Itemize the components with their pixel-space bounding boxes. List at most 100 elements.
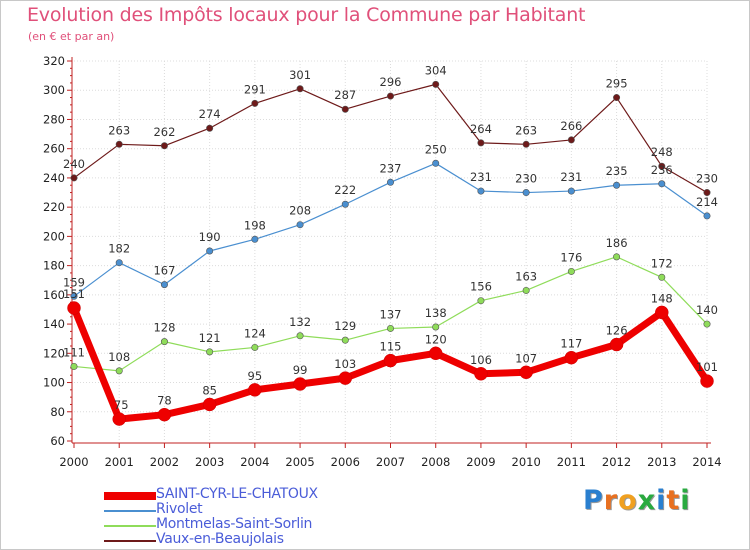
- point-montmelas-saint-sorlin-2009: [477, 297, 485, 305]
- point-saint-cyr-le-chatoux-2005: [293, 377, 307, 391]
- point-montmelas-saint-sorlin-2004: [251, 343, 259, 351]
- data-label-saint-cyr-le-chatoux-2001: 75: [114, 398, 129, 412]
- data-label-rivolet-2010: 230: [515, 172, 537, 186]
- point-vaux-en-beaujolais-2013: [658, 162, 666, 170]
- data-label-vaux-en-beaujolais-2007: 296: [380, 75, 402, 89]
- data-label-rivolet-2009: 231: [470, 170, 492, 184]
- logo-letter: P: [583, 485, 604, 516]
- point-rivolet-2006: [341, 200, 349, 208]
- legend-swatch-vaux-en-beaujolais: [104, 540, 156, 542]
- data-label-saint-cyr-le-chatoux-2004: 95: [248, 369, 263, 383]
- legend-label-saint-cyr-le-chatoux: SAINT-CYR-LE-CHATOUX: [156, 486, 318, 502]
- data-label-montmelas-saint-sorlin-2002: 128: [153, 321, 175, 335]
- point-rivolet-2008: [432, 159, 440, 167]
- data-label-rivolet-2005: 208: [289, 204, 311, 218]
- point-montmelas-saint-sorlin-2000: [70, 362, 78, 370]
- y-tick-label-100: 100: [43, 376, 65, 390]
- point-rivolet-2003: [206, 247, 214, 255]
- y-tick-label-140: 140: [43, 317, 65, 331]
- data-label-saint-cyr-le-chatoux-2006: 103: [334, 357, 356, 371]
- data-label-montmelas-saint-sorlin-2001: 108: [108, 350, 130, 364]
- point-saint-cyr-le-chatoux-2000: [67, 301, 81, 315]
- point-rivolet-2000: [70, 292, 78, 300]
- x-tick-labels: 2000 2001 2002 2003 2004 2005 2006 2007 2008 2009…: [59, 455, 721, 469]
- data-label-rivolet-2003: 190: [199, 230, 221, 244]
- y-tick-label-220: 220: [43, 200, 65, 214]
- logo-letter: o: [618, 485, 638, 516]
- point-rivolet-2009: [477, 187, 485, 195]
- x-tick-label-2002: 2002: [150, 455, 179, 469]
- x-tick-label-2008: 2008: [421, 455, 450, 469]
- x-tick-label-2004: 2004: [240, 455, 269, 469]
- point-saint-cyr-le-chatoux-2004: [248, 383, 262, 397]
- logo-letter: i: [656, 485, 667, 516]
- x-tick-label-2003: 2003: [195, 455, 224, 469]
- point-vaux-en-beaujolais-2005: [296, 85, 304, 93]
- proxiti-logo: Proxiti: [583, 485, 691, 516]
- data-label-vaux-en-beaujolais-2001: 263: [108, 123, 130, 137]
- point-rivolet-2007: [386, 178, 394, 186]
- y-tick-label-160: 160: [43, 288, 65, 302]
- axes: [67, 57, 711, 448]
- data-label-montmelas-saint-sorlin-2005: 132: [289, 315, 311, 329]
- point-montmelas-saint-sorlin-2002: [160, 338, 168, 346]
- data-label-rivolet-2011: 231: [560, 170, 582, 184]
- point-vaux-en-beaujolais-2003: [206, 124, 214, 132]
- point-montmelas-saint-sorlin-2014: [703, 320, 711, 328]
- x-tick-label-2006: 2006: [331, 455, 360, 469]
- x-tick-label-2010: 2010: [512, 455, 541, 469]
- data-label-montmelas-saint-sorlin-2004: 124: [244, 326, 266, 340]
- data-label-saint-cyr-le-chatoux-2008: 120: [425, 332, 447, 346]
- y-tick-label-300: 300: [43, 83, 65, 97]
- point-saint-cyr-le-chatoux-2006: [338, 371, 353, 385]
- series-vaux-en-beaujolais: [70, 80, 711, 197]
- point-montmelas-saint-sorlin-2006: [341, 336, 349, 344]
- point-rivolet-2014: [703, 212, 711, 220]
- point-vaux-en-beaujolais-2008: [432, 80, 440, 88]
- legend-label-vaux-en-beaujolais: Vaux-en-Beaujolais: [156, 531, 284, 547]
- x-tick-label-2009: 2009: [466, 455, 495, 469]
- y-tick-label-200: 200: [43, 229, 65, 243]
- data-label-saint-cyr-le-chatoux-2003: 85: [202, 383, 217, 397]
- point-saint-cyr-le-chatoux-2014: [700, 374, 714, 388]
- data-labels: 151 75 78 85 95 99 103 115 120 106 107 117 126 148 101…: [63, 63, 718, 412]
- x-tick-label-2001: 2001: [105, 455, 134, 469]
- y-tick-label-120: 120: [43, 346, 65, 360]
- point-montmelas-saint-sorlin-2003: [206, 348, 214, 356]
- chart-subtitle: (en € et par an): [28, 30, 115, 43]
- data-label-vaux-en-beaujolais-2009: 264: [470, 122, 492, 136]
- point-vaux-en-beaujolais-2011: [567, 136, 575, 144]
- legend-label-montmelas-saint-sorlin: Montmelas-Saint-Sorlin: [156, 516, 313, 532]
- x-tick-label-2007: 2007: [376, 455, 405, 469]
- point-saint-cyr-le-chatoux-2013: [655, 305, 669, 320]
- data-label-rivolet-2007: 237: [380, 161, 402, 175]
- point-vaux-en-beaujolais-2001: [115, 140, 123, 148]
- point-vaux-en-beaujolais-2012: [613, 94, 621, 102]
- x-tick-label-2013: 2013: [647, 455, 676, 469]
- data-label-montmelas-saint-sorlin-2012: 186: [606, 236, 628, 250]
- data-label-montmelas-saint-sorlin-2013: 172: [651, 256, 673, 270]
- data-label-rivolet-2000: 159: [63, 275, 85, 289]
- y-tick-label-320: 320: [43, 54, 65, 68]
- point-montmelas-saint-sorlin-2007: [386, 324, 394, 332]
- data-label-montmelas-saint-sorlin-2006: 129: [334, 319, 356, 333]
- point-rivolet-2013: [658, 180, 666, 188]
- chart-title: Evolution des Impôts locaux pour la Comm…: [27, 4, 586, 26]
- series-saint-cyr-le-chatoux: [67, 301, 714, 426]
- point-montmelas-saint-sorlin-2005: [296, 332, 304, 340]
- point-saint-cyr-le-chatoux-2001: [112, 412, 126, 426]
- point-montmelas-saint-sorlin-2008: [432, 323, 440, 331]
- y-tick-label-260: 260: [43, 142, 65, 156]
- data-label-montmelas-saint-sorlin-2011: 176: [560, 250, 582, 264]
- point-saint-cyr-le-chatoux-2007: [383, 353, 398, 368]
- point-vaux-en-beaujolais-2000: [70, 174, 78, 182]
- point-rivolet-2004: [251, 235, 259, 243]
- data-label-vaux-en-beaujolais-2000: 240: [63, 157, 85, 171]
- data-label-saint-cyr-le-chatoux-2010: 107: [515, 351, 537, 365]
- series-montmelas-saint-sorlin: [70, 253, 711, 375]
- point-montmelas-saint-sorlin-2012: [613, 253, 621, 261]
- data-label-saint-cyr-le-chatoux-2014: 101: [696, 360, 718, 374]
- data-label-vaux-en-beaujolais-2014: 230: [696, 172, 718, 186]
